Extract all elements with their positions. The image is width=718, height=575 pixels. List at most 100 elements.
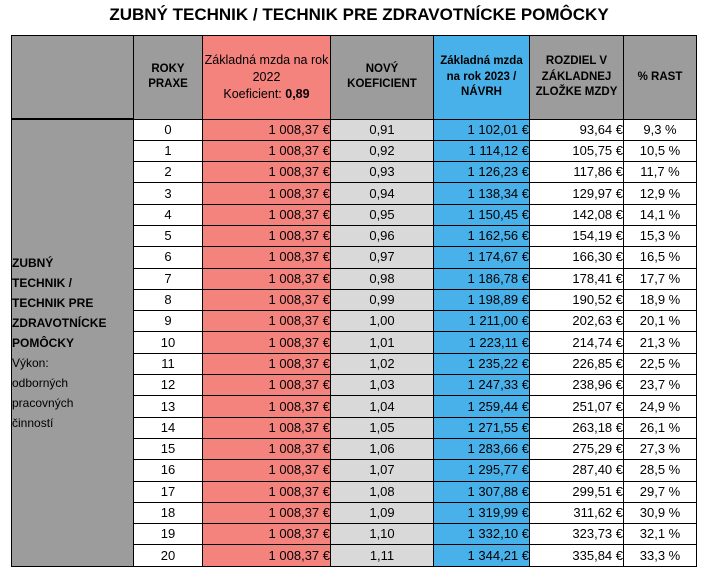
cell-years: 11	[133, 352, 203, 376]
cell-base-2023: 1 247,33 €	[433, 374, 530, 397]
cell-diff: 335,84 €	[529, 544, 624, 567]
header-new-coef: NOVÝ KOEFICIENT	[330, 35, 434, 120]
cell-new-coef: 0,96	[330, 224, 434, 248]
cell-base-2022: 1 008,37 €	[202, 395, 331, 418]
cell-base-2023: 1 319,99 €	[433, 501, 530, 525]
header-corner	[11, 35, 134, 120]
table-row: 12 1 008,37 €1,03 1 247,33 €238,96 €23,7 %	[12, 374, 697, 397]
cell-base-2022: 1 008,37 €	[202, 416, 331, 439]
cell-base-2022: 1 008,37 €	[202, 544, 331, 567]
cell-base-2022: 1 008,37 €	[202, 374, 331, 397]
table-row: 20 1 008,37 €1,11 1 344,21 €335,84 €33,3 %	[12, 544, 697, 567]
cell-base-2023: 1 102,01 €	[433, 118, 530, 141]
cell-years: 20	[133, 544, 203, 567]
cell-new-coef: 1,05	[330, 416, 434, 439]
header-years: ROKY PRAXE	[133, 35, 203, 120]
cell-new-coef: 0,95	[330, 203, 434, 226]
cell-diff: 178,41 €	[529, 267, 624, 290]
cell-pct: 26,1 %	[623, 416, 697, 439]
cell-new-coef: 1,07	[330, 459, 434, 482]
cell-base-2023: 1 186,78 €	[433, 267, 530, 290]
cell-base-2022: 1 008,37 €	[202, 118, 331, 141]
cell-pct: 9,3 %	[623, 118, 697, 141]
cell-diff: 275,29 €	[529, 437, 624, 461]
cell-new-coef: 0,97	[330, 246, 434, 269]
cell-pct: 20,1 %	[623, 310, 697, 333]
cell-pct: 24,9 %	[623, 395, 697, 418]
cell-years: 12	[133, 374, 203, 397]
cell-diff: 105,75 €	[529, 139, 624, 163]
cell-base-2022: 1 008,37 €	[202, 352, 331, 376]
row-group-title-line: TECHNIK /	[12, 275, 72, 290]
table-row: 11 1 008,37 €1,02 1 235,22 €226,85 €22,5 %	[12, 352, 697, 376]
cell-pct: 17,7 %	[623, 267, 697, 290]
table-row: 17 1 008,37 €1,08 1 307,88 €299,51 €29,7 %	[12, 480, 697, 503]
row-group-title-line: ZDRAVOTNÍCKE	[12, 315, 107, 330]
cell-pct: 11,7 %	[623, 161, 697, 184]
cell-base-2023: 1 174,67 €	[433, 246, 530, 269]
cell-base-2022: 1 008,37 €	[202, 310, 331, 333]
cell-diff: 154,19 €	[529, 224, 624, 248]
table-row: 19 1 008,37 €1,10 1 332,10 €323,73 €32,1 %	[12, 523, 697, 546]
cell-pct: 16,5 %	[623, 246, 697, 269]
cell-pct: 18,9 %	[623, 288, 697, 312]
cell-new-coef: 1,10	[330, 523, 434, 546]
cell-new-coef: 1,01	[330, 331, 434, 354]
cell-new-coef: 0,91	[330, 118, 434, 141]
cell-years: 19	[133, 523, 203, 546]
header-base-2022-label: Základná mzda na rok 2022	[204, 52, 329, 84]
cell-new-coef: 1,02	[330, 352, 434, 376]
table-row: 15 1 008,37 €1,06 1 283,66 €275,29 €27,3 %	[12, 437, 697, 461]
cell-years: 1	[133, 139, 203, 163]
cell-pct: 29,7 %	[623, 480, 697, 503]
row-group-desc-line: pracovných	[12, 395, 74, 410]
cell-new-coef: 0,93	[330, 161, 434, 184]
cell-new-coef: 1,00	[330, 310, 434, 333]
table-row: ZUBNÝ TECHNIK / TECHNIK PRE ZDRAVOTNÍCKE POM…	[11, 118, 697, 567]
header-pct: % RAST	[623, 35, 697, 120]
cell-base-2023: 1 271,55 €	[433, 416, 530, 439]
cell-years: 14	[133, 416, 203, 439]
cell-years: 5	[133, 224, 203, 248]
header-base-2023: Základná mzda na rok 2023 / NÁVRH	[433, 35, 530, 120]
cell-years: 0	[133, 118, 203, 141]
cell-base-2022: 1 008,37 €	[202, 246, 331, 269]
cell-years: 15	[133, 437, 203, 461]
cell-years: 18	[133, 501, 203, 525]
cell-base-2023: 1 126,23 €	[433, 161, 530, 184]
row-group-title-line: TECHNIK PRE	[12, 295, 94, 310]
cell-base-2022: 1 008,37 €	[202, 182, 331, 205]
table-row: 14 1 008,37 €1,05 1 271,55 €263,18 €26,1 %	[12, 416, 697, 439]
cell-pct: 21,3 %	[623, 331, 697, 354]
cell-pct: 32,1 %	[623, 523, 697, 546]
table-row: 16 1 008,37 €1,07 1 295,77 €287,40 €28,5 %	[12, 459, 697, 482]
header-base-2022: Základná mzda na rok 2022 Koeficient: 0,…	[202, 35, 331, 120]
header-diff: ROZDIEL V ZÁKLADNEJ ZLOŽKE MZDY	[529, 35, 624, 120]
cell-base-2022: 1 008,37 €	[202, 224, 331, 248]
cell-base-2023: 1 114,12 €	[433, 139, 530, 163]
row-group-desc-line: činností	[12, 415, 54, 430]
cell-base-2022: 1 008,37 €	[202, 523, 331, 546]
cell-diff: 129,97 €	[529, 182, 624, 205]
cell-diff: 214,74 €	[529, 331, 624, 354]
cell-base-2023: 1 138,34 €	[433, 182, 530, 205]
row-group-label: ZUBNÝ TECHNIK / TECHNIK PRE ZDRAVOTNÍCKE POM…	[11, 118, 134, 567]
table-body: ZUBNÝ TECHNIK / TECHNIK PRE ZDRAVOTNÍCKE POM…	[11, 118, 697, 567]
cell-diff: 142,08 €	[529, 203, 624, 226]
cell-base-2023: 1 259,44 €	[433, 395, 530, 418]
cell-base-2023: 1 223,11 €	[433, 331, 530, 354]
cell-diff: 238,96 €	[529, 374, 624, 397]
header-coef-value: 0,89	[285, 86, 310, 101]
row-group-desc-line: Výkon:	[12, 355, 49, 370]
cell-pct: 12,9 %	[623, 182, 697, 205]
cell-base-2022: 1 008,37 €	[202, 437, 331, 461]
table-row: 13 1 008,37 €1,04 1 259,44 €251,07 €24,9 %	[12, 395, 697, 418]
cell-new-coef: 1,04	[330, 395, 434, 418]
cell-base-2023: 1 150,45 €	[433, 203, 530, 226]
cell-base-2023: 1 162,56 €	[433, 224, 530, 248]
cell-base-2022: 1 008,37 €	[202, 139, 331, 163]
